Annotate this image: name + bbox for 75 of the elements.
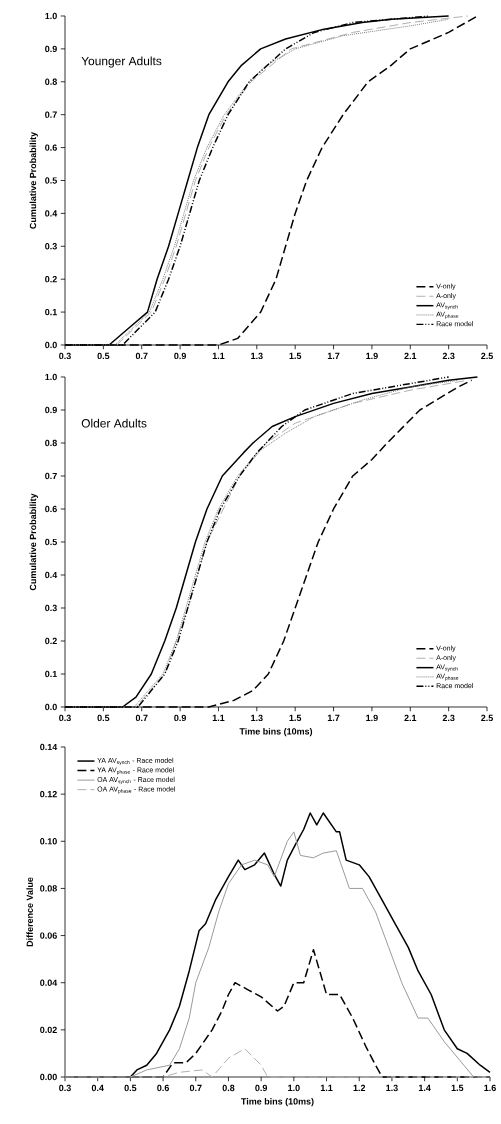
y-tick-label: 0.2: [45, 637, 57, 645]
y-tick-label: 0.4: [45, 571, 58, 579]
x-tick-label: 0.4: [91, 1084, 104, 1092]
y-tick-label: 0.2: [45, 276, 57, 283]
x-axis-title: Time bins (10ms): [241, 1097, 314, 1107]
y-tick-label: 0.10: [40, 838, 57, 845]
text: Older Adults: [81, 418, 147, 428]
x-tick-label: 2.5: [481, 714, 493, 722]
x-tick-label: 1.3: [251, 714, 263, 722]
y-tick-label: 0.5: [45, 177, 57, 184]
x-tick-label: 1.5: [289, 352, 302, 360]
x-tick-label: 0.7: [135, 352, 148, 360]
x-tick-label: 0.9: [174, 714, 186, 722]
x-tick-label: 1.1: [212, 714, 225, 721]
x-tick-label: 1.1: [212, 352, 225, 359]
y-tick-label: 0.7: [45, 111, 57, 118]
x-tick-label: 1.3: [386, 1084, 398, 1092]
x-tick-label: 1.5: [289, 714, 302, 722]
y-tick-label: 0.9: [45, 406, 57, 414]
x-tick-label: 0.5: [97, 352, 110, 360]
x-tick-label: 0.8: [222, 1084, 235, 1092]
x-tick-label: 0.3: [59, 1084, 71, 1092]
y-tick-label: 0.04: [40, 979, 58, 986]
y-tick-label: 1.0: [45, 12, 57, 20]
x-tick-label: 0.6: [157, 1084, 169, 1092]
y-tick-label: 0.12: [40, 790, 57, 798]
y-tick-label: 0.02: [40, 1026, 57, 1034]
x-tick-label: 2.3: [442, 352, 455, 360]
y-tick-label: 0.08: [40, 885, 57, 892]
x-tick-label: 0.7: [135, 714, 148, 722]
x-tick-label: 1.0: [288, 1084, 300, 1092]
y-tick-label: 0.5: [45, 538, 57, 546]
x-tick-label: 2.3: [442, 714, 455, 722]
y-tick-label: 0.7: [45, 472, 57, 480]
y-tick-label: 0.00: [40, 1073, 57, 1081]
x-tick-label: 0.5: [97, 714, 110, 722]
y-tick-label: 0.1: [45, 670, 57, 678]
text: Younger Adults: [81, 56, 162, 68]
x-tick-label: 1.9: [366, 352, 378, 360]
x-tick-label: 2.1: [404, 714, 417, 722]
y-tick-label: 0.6: [45, 144, 57, 151]
y-axis-title: Difference Value: [26, 877, 33, 947]
x-tick-label: 0.9: [174, 352, 186, 360]
x-tick-label: 1.7: [327, 714, 340, 721]
y-tick-label: 0.14: [40, 743, 58, 751]
x-tick-label: 1.3: [251, 352, 263, 360]
y-tick-label: 0.6: [45, 505, 57, 513]
y-tick-label: 0.8: [45, 78, 57, 85]
x-tick-label: 1.4: [418, 1084, 431, 1091]
y-tick-label: 0.3: [45, 243, 57, 250]
y-tick-label: 0.06: [40, 932, 57, 939]
x-tick-label: 2.1: [404, 352, 417, 360]
y-tick-label: 0.9: [45, 45, 57, 53]
x-axis-title: Time bins (10ms): [239, 727, 313, 737]
x-tick-label: 0.3: [59, 714, 71, 722]
y-axis-title: Cumulative Probability: [29, 493, 38, 591]
x-tick-label: 0.3: [59, 352, 71, 360]
x-tick-label: 1.5: [451, 1084, 464, 1092]
x-tick-label: 2.5: [481, 352, 493, 360]
y-tick-label: 0.8: [45, 439, 57, 447]
x-tick-label: 0.7: [189, 1084, 202, 1092]
x-tick-label: 1.1: [320, 1084, 333, 1091]
y-tick-label: 1.0: [45, 373, 57, 381]
x-tick-label: 0.9: [255, 1084, 268, 1092]
y-axis-title: Cumulative Probability: [29, 131, 38, 229]
x-tick-label: 1.6: [484, 1084, 496, 1092]
x-tick-label: 1.2: [353, 1084, 366, 1092]
y-tick-label: 0.0: [45, 703, 57, 711]
y-tick-label: 0.4: [45, 210, 58, 217]
x-tick-label: 1.9: [366, 714, 378, 722]
y-tick-label: 0.0: [45, 341, 57, 349]
x-tick-label: 0.5: [124, 1084, 137, 1092]
x-tick-label: 1.7: [327, 352, 340, 359]
y-tick-label: 0.3: [45, 604, 57, 612]
y-tick-label: 0.1: [45, 308, 57, 316]
